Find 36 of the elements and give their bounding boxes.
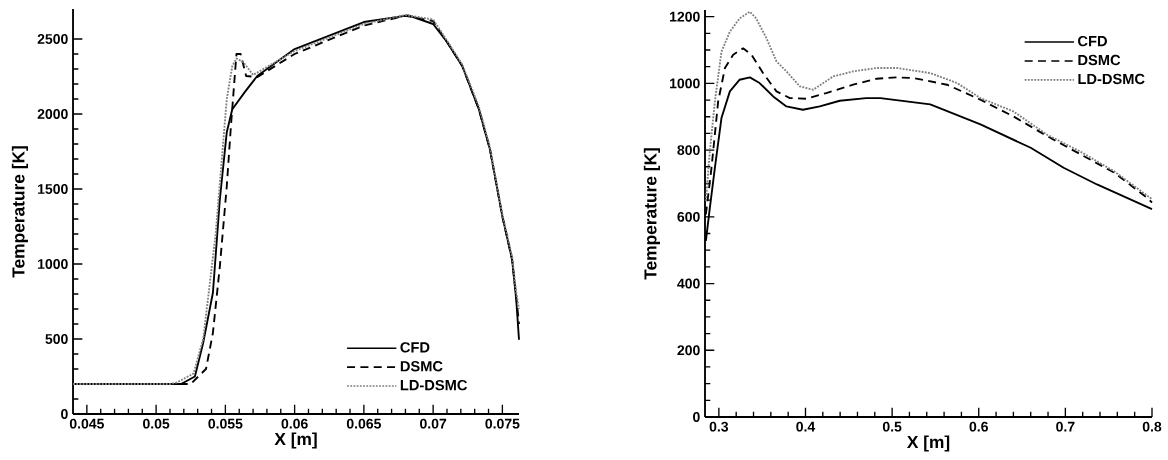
x-tick-label: 0.07 [420,418,447,429]
legend-label: LD-DSMC [1078,73,1145,85]
y-tick-label: 1200 [670,11,700,22]
y-tick-label: 500 [45,334,68,344]
legend-label: CFD [1078,35,1107,47]
y-tick-label: 0 [693,412,700,422]
legend-label: CFD [400,342,430,353]
x-tick-label: 0.6 [969,421,988,432]
y-tick-label: 2000 [37,109,68,119]
y-tick-label: 600 [677,211,700,222]
y-tick-label: 400 [677,278,700,289]
x-tick-label: 0.055 [208,418,243,429]
x-tick-label: 0.065 [346,418,381,429]
y-axis-title: Temperature [K] [11,146,28,278]
x-tick-label: 0.5 [882,421,902,432]
legend-label: LD-DSMC [400,379,468,391]
y-tick-label: 200 [677,345,700,356]
x-tick-label: 0.05 [143,418,170,429]
x-tick-label: 0.7 [1056,421,1075,432]
x-tick-label: 0.4 [796,421,816,432]
y-axis-title: Temperature [K] [643,148,660,280]
x-axis-title: X [m] [906,435,950,452]
legend-label: DSMC [1078,54,1121,66]
x-tick-label: 0.075 [485,418,520,429]
x-axis-title: X [m] [274,432,317,449]
legend-label: DSMC [400,361,443,372]
y-tick-label: 0 [61,409,68,419]
x-tick-label: 0.06 [281,418,308,429]
x-tick-label: 0.045 [69,418,104,429]
y-tick-label: 2500 [37,34,68,44]
y-tick-label: 1000 [670,78,700,89]
y-tick-label: 1500 [38,184,68,194]
y-tick-label: 1000 [38,259,68,269]
y-tick-label: 800 [677,145,700,156]
x-tick-label: 0.8 [1142,421,1162,432]
x-tick-label: 0.3 [709,421,729,432]
